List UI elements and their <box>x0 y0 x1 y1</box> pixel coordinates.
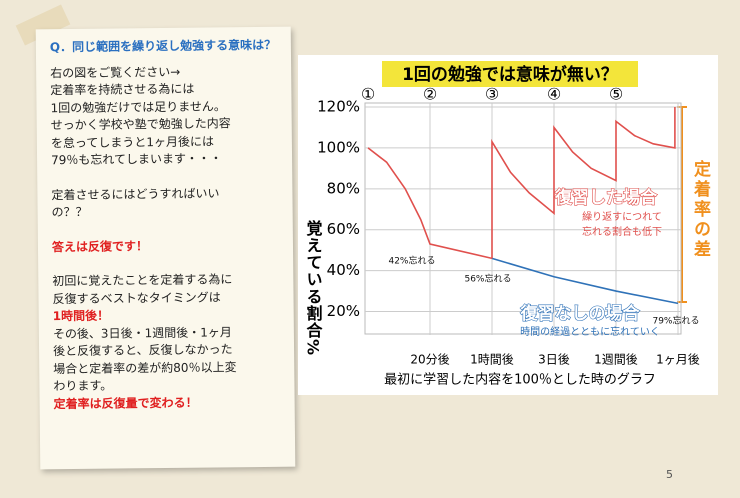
y-label: 覚えている割合% <box>304 219 323 356</box>
stage-label: ⑤ <box>609 85 623 104</box>
plot-frame <box>364 102 682 335</box>
chart-bg <box>298 55 718 395</box>
annotation: 79%忘れる <box>652 315 699 327</box>
y-tick-label: 40% <box>327 261 360 279</box>
y-tick-label: 80% <box>327 179 360 197</box>
stage-label: ④ <box>547 85 561 104</box>
stage-label: ① <box>361 85 375 104</box>
series-line <box>491 257 679 305</box>
annotation: 繰り返すにつれて <box>582 210 662 223</box>
annotation: 忘れる割合も低下 <box>582 225 662 238</box>
series-line <box>491 107 676 259</box>
annotation: 復習なしの場合 <box>520 303 641 324</box>
x-tick-label: 1時間後 <box>470 353 514 367</box>
stage-label: ② <box>423 85 437 104</box>
title-bg <box>382 61 638 87</box>
x-tick-label: 20分後 <box>410 353 449 367</box>
annotation: 定着率の差 <box>690 159 712 260</box>
annotation: 復習した場合 <box>554 187 658 208</box>
y-tick-label: 20% <box>327 302 360 320</box>
stage-label: ③ <box>485 85 499 104</box>
series-line <box>367 147 493 260</box>
x-tick-label: 1ヶ月後 <box>656 353 700 367</box>
x-tick-label: 3日後 <box>538 353 570 367</box>
annotation: 42%忘れる <box>388 255 435 267</box>
y-tick-label: 60% <box>327 220 360 238</box>
y-tick-label: 100% <box>317 138 360 156</box>
y-tick-label: 120% <box>317 98 360 116</box>
x-tick-label: 1週間後 <box>594 353 638 367</box>
annotation: 時間の経過とともに忘れていく <box>520 325 660 338</box>
annotation: 56%忘れる <box>464 273 511 285</box>
x-label: 最初に学習した内容を100％とした時のグラフ <box>384 372 656 388</box>
page-number: 5 <box>666 468 673 481</box>
chart-title: 1回の勉強では意味が無い？ <box>402 64 618 85</box>
